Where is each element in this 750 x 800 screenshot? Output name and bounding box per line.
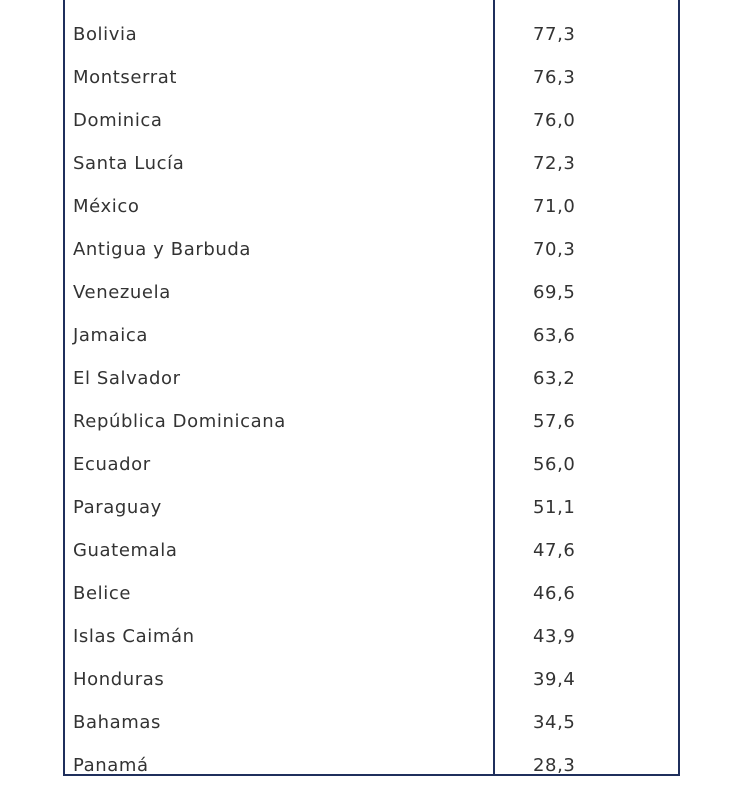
table-row: Bahamas 34,5 — [65, 701, 678, 744]
country-name: Islas Caimán — [73, 626, 195, 647]
country-value: 76,3 — [533, 67, 576, 88]
country-value: 56,0 — [533, 454, 576, 475]
data-table: Bolivia 77,3 Montserrat 76,3 Dominica 76,0 San… — [63, 0, 680, 776]
country-name: Guatemala — [73, 540, 178, 561]
country-name: Bolivia — [73, 24, 138, 45]
country-name: Santa Lucía — [73, 153, 185, 174]
country-name: República Dominicana — [73, 411, 286, 432]
country-value: 63,2 — [533, 368, 576, 389]
country-value: 72,3 — [533, 153, 576, 174]
country-value: 70,3 — [533, 239, 576, 260]
country-name: Venezuela — [73, 282, 171, 303]
country-value: 43,9 — [533, 626, 576, 647]
table-row: Dominica 76,0 — [65, 99, 678, 142]
table-row: Montserrat 76,3 — [65, 56, 678, 99]
country-name: Bahamas — [73, 712, 161, 733]
country-name: Ecuador — [73, 454, 151, 475]
country-name: El Salvador — [73, 368, 181, 389]
table-row: República Dominicana 57,6 — [65, 400, 678, 443]
table-row: Guatemala 47,6 — [65, 529, 678, 572]
country-name: Montserrat — [73, 67, 178, 88]
table-row: Antigua y Barbuda 70,3 — [65, 228, 678, 271]
table-row: Venezuela 69,5 — [65, 271, 678, 314]
country-value: 51,1 — [533, 497, 576, 518]
table-row: Bolivia 77,3 — [65, 13, 678, 56]
country-name: Honduras — [73, 669, 165, 690]
table-body: Bolivia 77,3 Montserrat 76,3 Dominica 76,0 San… — [65, 13, 678, 787]
table-row: El Salvador 63,2 — [65, 357, 678, 400]
table-row: Islas Caimán 43,9 — [65, 615, 678, 658]
country-name: Panamá — [73, 755, 149, 776]
country-value: 34,5 — [533, 712, 576, 733]
table-row: Jamaica 63,6 — [65, 314, 678, 357]
country-name: México — [73, 196, 140, 217]
country-value: 57,6 — [533, 411, 576, 432]
country-name: Jamaica — [73, 325, 149, 346]
table-row: Panamá 28,3 — [65, 744, 678, 787]
country-name: Dominica — [73, 110, 163, 131]
table-row: Paraguay 51,1 — [65, 486, 678, 529]
country-value: 47,6 — [533, 540, 576, 561]
country-name: Belice — [73, 583, 131, 604]
column-divider — [493, 0, 495, 774]
country-value: 63,6 — [533, 325, 576, 346]
country-value: 28,3 — [533, 755, 576, 776]
country-value: 39,4 — [533, 669, 576, 690]
table-row: Santa Lucía 72,3 — [65, 142, 678, 185]
country-value: 71,0 — [533, 196, 576, 217]
country-name: Paraguay — [73, 497, 162, 518]
country-value: 46,6 — [533, 583, 576, 604]
country-name: Antigua y Barbuda — [73, 239, 252, 260]
country-value: 76,0 — [533, 110, 576, 131]
table-row: Ecuador 56,0 — [65, 443, 678, 486]
country-value: 77,3 — [533, 24, 576, 45]
table-row: Belice 46,6 — [65, 572, 678, 615]
country-value: 69,5 — [533, 282, 576, 303]
table-row: Honduras 39,4 — [65, 658, 678, 701]
table-row: México 71,0 — [65, 185, 678, 228]
